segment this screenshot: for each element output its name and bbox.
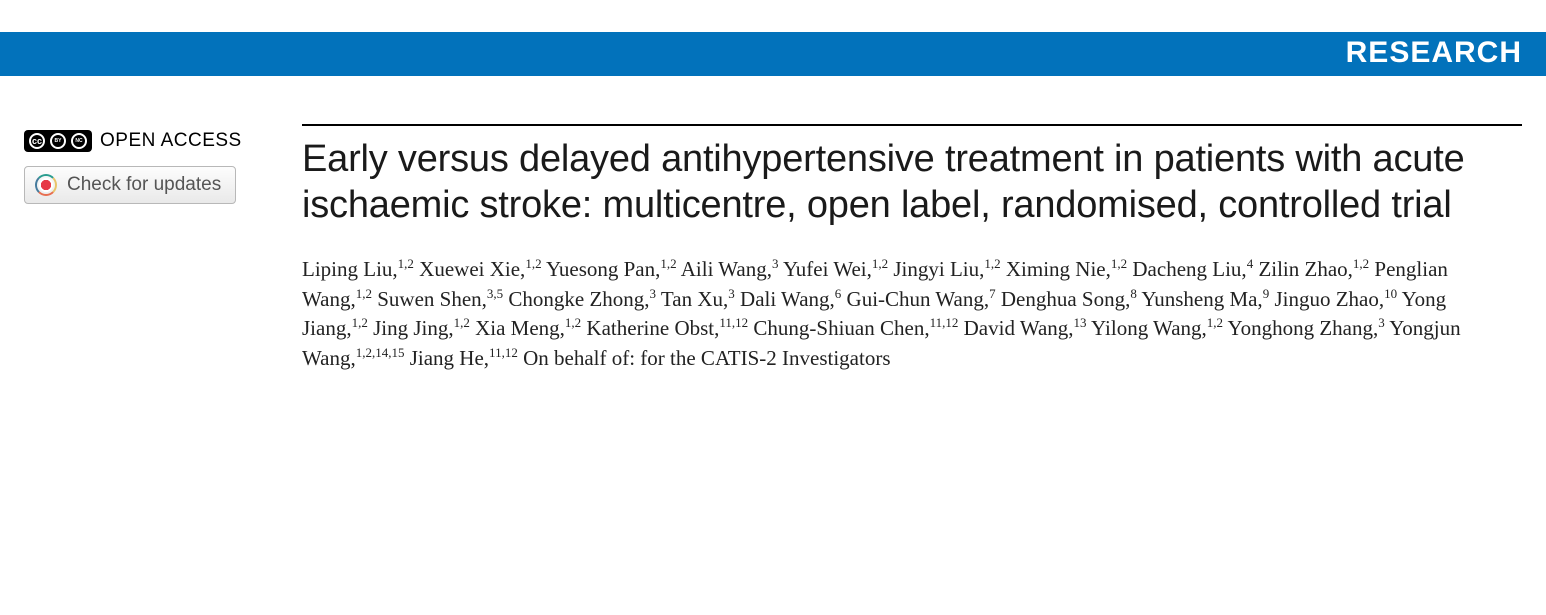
- check-updates-button[interactable]: Check for updates: [24, 166, 236, 204]
- affiliation-marker: 11,12: [930, 315, 959, 330]
- affiliation-marker: 1,2: [1111, 256, 1127, 271]
- affiliation-marker: 3: [728, 286, 735, 301]
- section-banner: RESEARCH: [0, 32, 1546, 76]
- affiliation-marker: 1,2: [1207, 315, 1223, 330]
- affiliation-marker: 3: [650, 286, 657, 301]
- affiliation-marker: 3: [772, 256, 779, 271]
- cc-glyph: cc: [29, 133, 45, 149]
- affiliation-marker: 13: [1074, 315, 1087, 330]
- affiliation-marker: 3: [1378, 315, 1385, 330]
- affiliation-marker: 1,2: [356, 286, 372, 301]
- affiliation-marker: 1,2: [398, 256, 414, 271]
- affiliation-marker: 1,2,14,15: [356, 345, 405, 360]
- affiliation-marker: 1,2: [1353, 256, 1369, 271]
- cc-by-glyph: BY: [50, 133, 66, 149]
- affiliation-marker: 9: [1263, 286, 1270, 301]
- author-list: Liping Liu,1,2 Xuewei Xie,1,2 Yuesong Pa…: [302, 255, 1498, 374]
- check-updates-label: Check for updates: [67, 174, 221, 196]
- affiliation-marker: 6: [835, 286, 842, 301]
- open-access-label: OPEN ACCESS: [100, 130, 242, 152]
- cc-nc-glyph: NC: [71, 133, 87, 149]
- affiliation-marker: 1,2: [454, 315, 470, 330]
- sidebar: cc BY NC OPEN ACCESS Check for updates: [24, 124, 284, 374]
- affiliation-marker: 8: [1130, 286, 1137, 301]
- affiliation-marker: 7: [989, 286, 996, 301]
- affiliation-marker: 11,12: [489, 345, 518, 360]
- affiliation-marker: 1,2: [872, 256, 888, 271]
- cc-license-icon: cc BY NC: [24, 130, 92, 152]
- content-row: cc BY NC OPEN ACCESS Check for updates E…: [0, 76, 1546, 374]
- affiliation-marker: 1,2: [984, 256, 1000, 271]
- open-access-row: cc BY NC OPEN ACCESS: [24, 130, 284, 152]
- crossmark-icon: [35, 174, 57, 196]
- article-main: Early versus delayed antihypertensive tr…: [302, 124, 1522, 374]
- article-title: Early versus delayed antihypertensive tr…: [302, 136, 1498, 229]
- affiliation-marker: 1,2: [565, 315, 581, 330]
- affiliation-marker: 11,12: [719, 315, 748, 330]
- affiliation-marker: 1,2: [660, 256, 676, 271]
- affiliation-marker: 3,5: [487, 286, 503, 301]
- affiliation-marker: 4: [1247, 256, 1254, 271]
- affiliation-marker: 10: [1384, 286, 1397, 301]
- affiliation-marker: 1,2: [352, 315, 368, 330]
- affiliation-marker: 1,2: [525, 256, 541, 271]
